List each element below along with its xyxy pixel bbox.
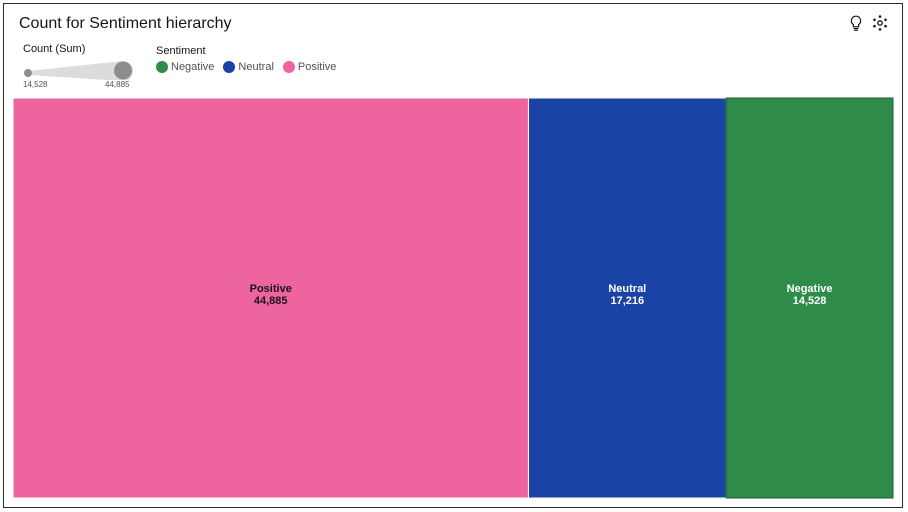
size-legend-min: 14,528 [23,80,48,89]
legend-label: Negative [171,61,215,73]
color-legend: Negative Neutral Positive [156,61,345,73]
treemap-rect[interactable] [12,97,529,499]
chart-title: Count for Sentiment hierarchy [19,15,232,32]
color-legend-title: Sentiment [156,45,206,57]
legend-swatch [282,61,295,73]
treemap-node-label: Positive [250,283,292,295]
legend-item-neutral[interactable]: Neutral [223,61,274,73]
treemap-node-label: Neutral [608,283,646,295]
treemap-node-value: 44,885 [254,295,288,307]
size-legend-max: 44,885 [105,80,130,89]
treemap-node-value: 17,216 [610,295,644,307]
lightbulb-icon[interactable] [847,14,865,32]
treemap-rect[interactable] [725,97,894,499]
legend-item-negative[interactable]: Negative [156,61,214,73]
legend-label: Neutral [238,61,274,73]
size-legend-title: Count (Sum) [23,43,86,55]
treemap-node-label: Negative [787,283,833,295]
legend-swatch [223,61,236,73]
treemap-node-value: 14,528 [793,295,827,307]
legend-item-positive[interactable]: Positive [282,61,337,73]
settings-icon[interactable] [871,14,889,32]
legend-label: Positive [297,61,337,73]
legend-swatch [156,61,168,73]
size-legend-graphic [24,61,133,80]
